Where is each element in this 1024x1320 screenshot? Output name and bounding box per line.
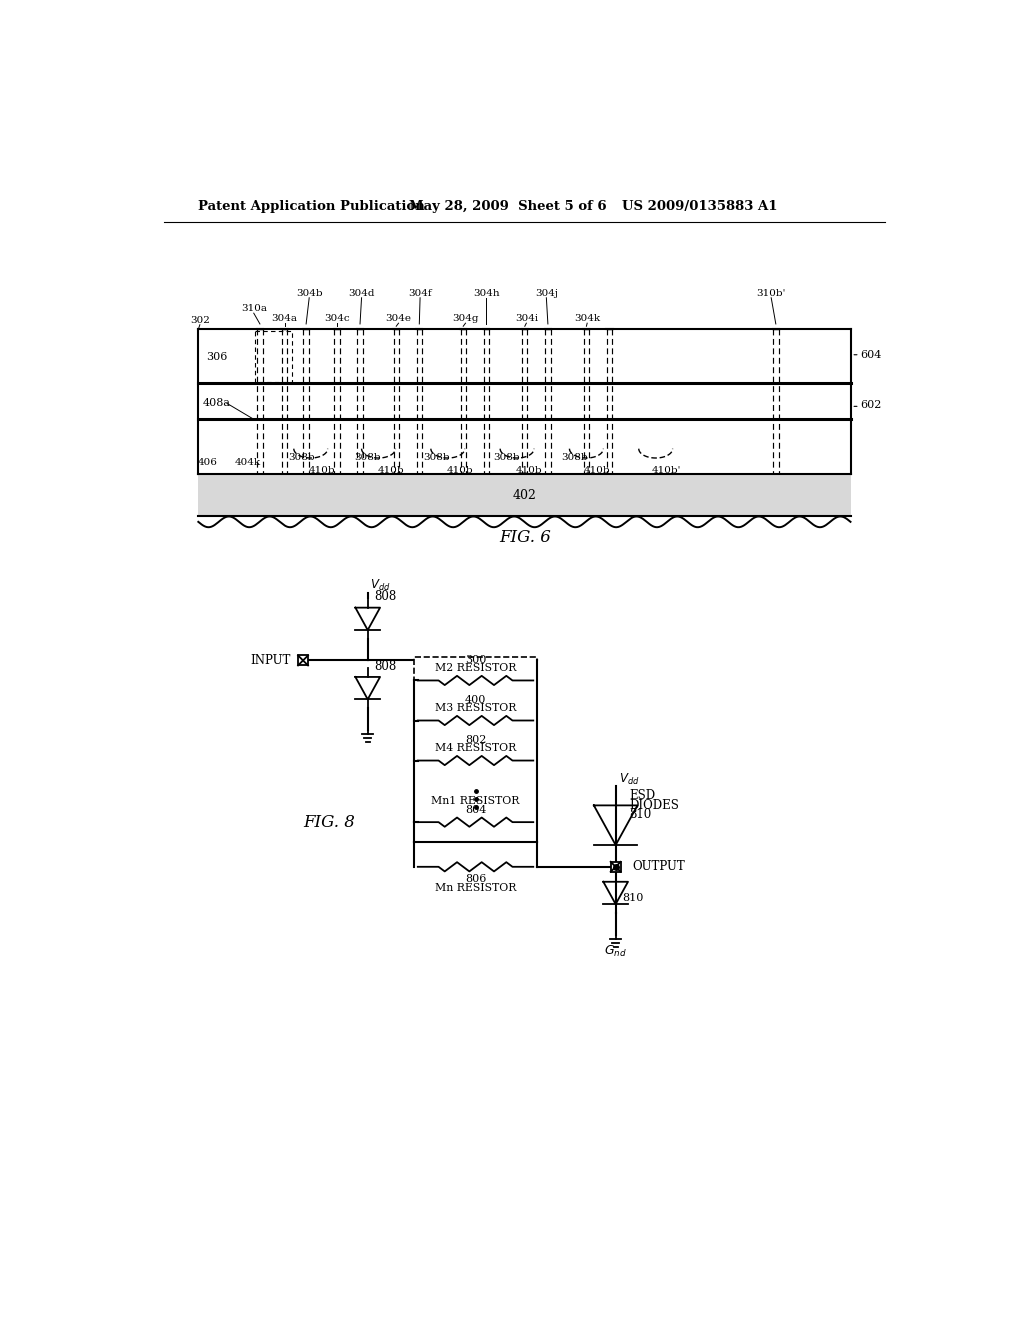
Text: 808: 808 (375, 660, 397, 673)
Text: 410b: 410b (378, 466, 404, 475)
Text: 804: 804 (465, 805, 486, 814)
Text: 808: 808 (375, 590, 397, 603)
Text: 310b': 310b' (757, 289, 785, 297)
Text: 604: 604 (860, 350, 882, 360)
Text: 304b: 304b (296, 289, 323, 297)
Text: 400: 400 (465, 694, 486, 705)
Text: 308b: 308b (354, 453, 381, 462)
Text: 410b: 410b (308, 466, 335, 475)
Text: 810: 810 (630, 808, 651, 821)
Text: $G_{nd}$: $G_{nd}$ (604, 944, 627, 960)
Text: OUTPUT: OUTPUT (633, 861, 685, 874)
Text: 308b: 308b (561, 453, 588, 462)
Text: US 2009/0135883 A1: US 2009/0135883 A1 (622, 199, 777, 213)
Text: Mn1 RESISTOR: Mn1 RESISTOR (431, 796, 520, 807)
Text: Patent Application Publication: Patent Application Publication (199, 199, 425, 213)
Text: 304j: 304j (535, 289, 558, 297)
Text: 304d: 304d (348, 289, 375, 297)
Text: 410b: 410b (446, 466, 473, 475)
Text: 404k: 404k (234, 458, 261, 467)
Text: INPUT: INPUT (251, 653, 291, 667)
Text: 304e: 304e (385, 314, 412, 323)
Text: 806: 806 (465, 874, 486, 884)
Text: 602: 602 (860, 400, 882, 409)
Text: ESD: ESD (630, 789, 655, 803)
Text: $V_{dd}$: $V_{dd}$ (370, 577, 390, 593)
Text: 304g: 304g (453, 314, 479, 323)
Text: Mn RESISTOR: Mn RESISTOR (435, 883, 516, 892)
Text: 410b': 410b' (652, 466, 681, 475)
Text: 306: 306 (206, 352, 227, 362)
Text: M2 RESISTOR: M2 RESISTOR (435, 663, 516, 673)
Text: 304c: 304c (325, 314, 350, 323)
Text: May 28, 2009  Sheet 5 of 6: May 28, 2009 Sheet 5 of 6 (410, 199, 607, 213)
Bar (610, 862, 621, 871)
Text: 304k: 304k (574, 314, 600, 323)
Text: 410b: 410b (584, 466, 610, 475)
Text: 810: 810 (623, 892, 644, 903)
Text: 304a: 304a (271, 314, 298, 323)
Text: M3 RESISTOR: M3 RESISTOR (435, 704, 516, 713)
Text: 408a: 408a (203, 399, 230, 408)
Text: 310a: 310a (241, 304, 267, 313)
Text: 406: 406 (198, 458, 217, 467)
FancyBboxPatch shape (414, 657, 538, 842)
Text: FIG. 6: FIG. 6 (499, 529, 551, 545)
Bar (199, 474, 851, 516)
Text: 304h: 304h (473, 289, 500, 297)
Text: 302: 302 (189, 315, 210, 325)
Text: FIG. 8: FIG. 8 (303, 813, 355, 830)
Text: $V_{dd}$: $V_{dd}$ (618, 772, 639, 787)
Text: 402: 402 (512, 490, 537, 502)
Text: 308b: 308b (493, 453, 519, 462)
Text: 304f: 304f (409, 289, 432, 297)
Text: 802: 802 (465, 735, 486, 744)
Text: M4 RESISTOR: M4 RESISTOR (435, 743, 516, 754)
Text: 300: 300 (465, 655, 486, 665)
Text: 410b: 410b (516, 466, 543, 475)
Text: 308b: 308b (424, 453, 451, 462)
Bar (298, 656, 308, 665)
Text: 304i: 304i (515, 314, 538, 323)
Text: DIODES: DIODES (630, 799, 679, 812)
Text: 308b: 308b (288, 453, 314, 462)
